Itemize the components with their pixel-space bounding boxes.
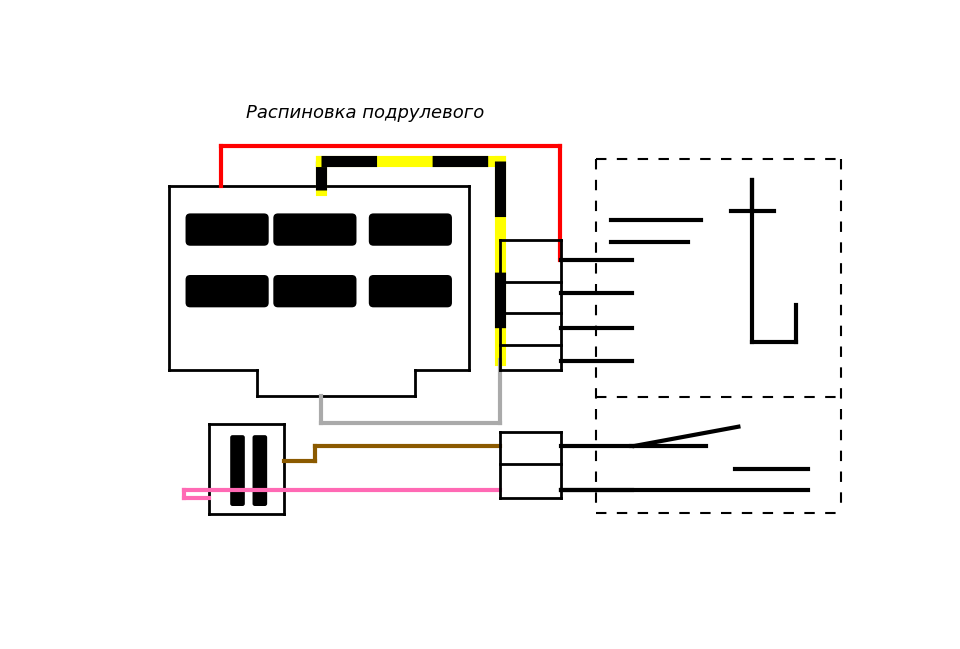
FancyBboxPatch shape [369, 275, 452, 308]
FancyBboxPatch shape [369, 214, 452, 246]
FancyBboxPatch shape [274, 214, 356, 246]
FancyBboxPatch shape [252, 435, 267, 506]
FancyBboxPatch shape [185, 214, 269, 246]
FancyBboxPatch shape [230, 435, 245, 506]
FancyBboxPatch shape [274, 275, 356, 308]
FancyBboxPatch shape [185, 275, 269, 308]
Text: Распиновка подрулевого: Распиновка подрулевого [246, 104, 484, 121]
